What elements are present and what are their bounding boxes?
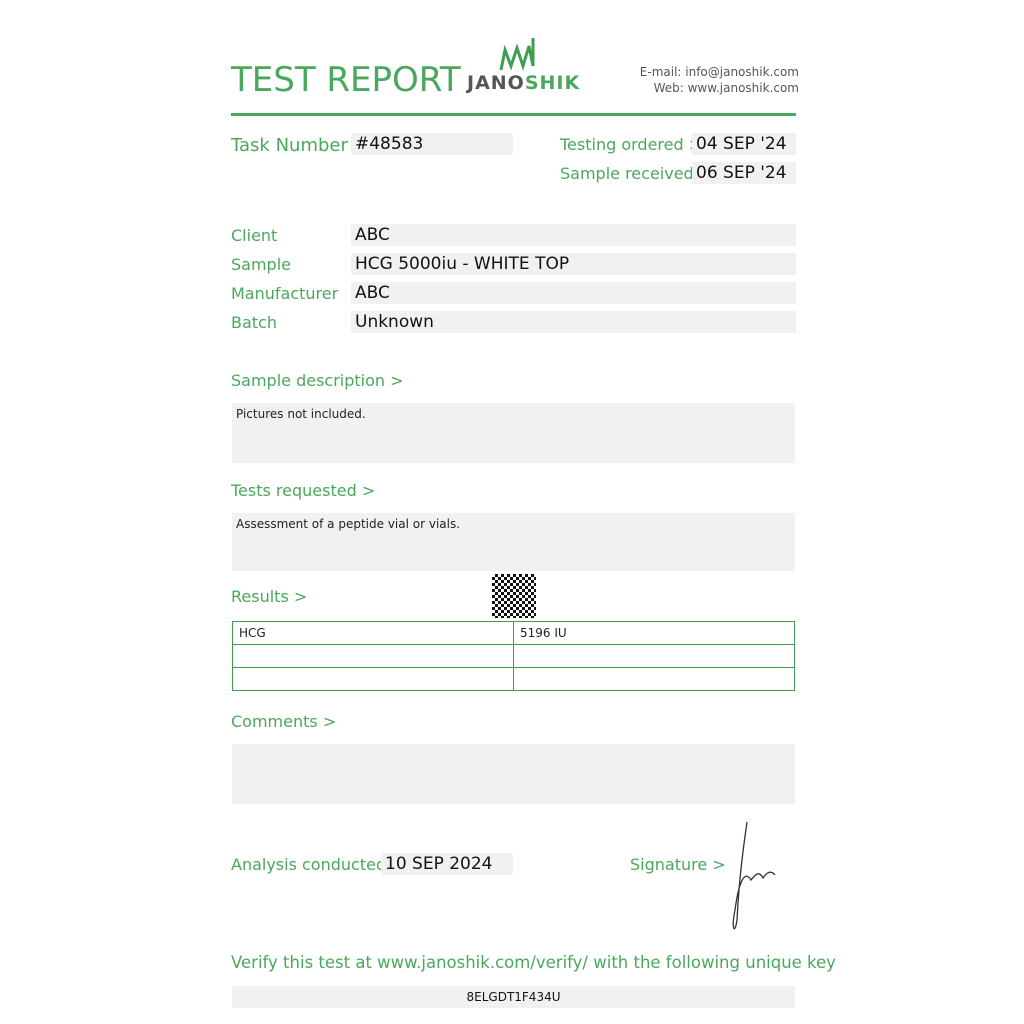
analysis-date: 10 SEP 2024 [381,853,513,875]
results-table: HCG 5196 IU [232,621,795,691]
table-row: HCG 5196 IU [232,621,795,645]
client-label: Client [231,226,278,245]
table-row [232,644,795,668]
manufacturer-value: ABC [351,282,796,304]
tests-requested-label: Tests requested > [231,481,376,500]
qr-code[interactable] [492,574,536,618]
janoshik-logo: JANOSHIK [467,36,579,98]
header-divider [231,113,796,116]
result-substance [232,644,514,668]
batch-value: Unknown [351,311,796,333]
comments-label: Comments > [231,712,337,731]
signature-image [732,821,776,930]
comments-text [232,744,795,804]
task-number-value: #48583 [351,133,513,155]
unique-key: 8ELGDT1F434U [232,986,795,1008]
testing-ordered-label: Testing ordered > [560,135,703,154]
logo-text: JANOSHIK [467,72,581,94]
sample-description-text: Pictures not included. [232,403,795,463]
logo-icon [499,38,535,71]
manufacturer-label: Manufacturer [231,284,339,303]
sample-value: HCG 5000iu - WHITE TOP [351,253,796,275]
result-substance: HCG [232,621,514,645]
client-value: ABC [351,224,796,246]
batch-label: Batch [231,313,277,332]
verify-text: Verify this test at www.janoshik.com/ver… [231,953,836,972]
sample-received-value: 06 SEP '24 [692,162,796,184]
contact-email: E-mail: info@janoshik.com [639,65,799,79]
result-amount [513,644,795,668]
sample-label: Sample [231,255,291,274]
report-title: TEST REPORT [231,60,461,100]
contact-web: Web: www.janoshik.com [653,81,799,95]
result-amount: 5196 IU [513,621,795,645]
result-substance [232,667,514,691]
tests-requested-text: Assessment of a peptide vial or vials. [232,513,795,571]
analysis-conducted-label: Analysis conducted > [231,855,405,874]
testing-ordered-value: 04 SEP '24 [692,133,796,155]
table-row [232,667,795,691]
sample-description-label: Sample description > [231,371,404,390]
signature-label: Signature > [630,855,726,874]
result-amount [513,667,795,691]
results-label: Results > [231,587,308,606]
sample-received-label: Sample received > [560,164,713,183]
task-number-label: Task Number [231,135,348,156]
